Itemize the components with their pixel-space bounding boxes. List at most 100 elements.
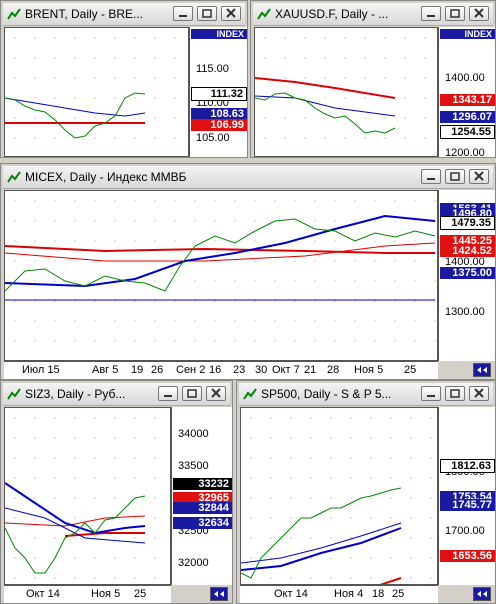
close-button[interactable] <box>469 6 489 21</box>
indicator-lines <box>5 482 146 574</box>
chart-window: MICEX, Daily - Индекс ММВБ 1400.00 1300.00… <box>0 163 496 380</box>
title-bar: SP500, Daily - S & P 5... <box>239 383 493 406</box>
restore-button[interactable] <box>197 6 217 21</box>
price-tag: 32634 <box>173 517 232 529</box>
icon <box>257 8 271 20</box>
price-tag: 33232 <box>173 478 232 490</box>
price-axis: 1400.001300.001563.411496.801479.351445.… <box>438 190 495 361</box>
date-label: Сен 2 <box>176 364 206 376</box>
price-tick: 32000 <box>178 557 209 569</box>
price-tick: 105.00 <box>196 132 230 144</box>
price-tag: 106.99 <box>191 119 247 131</box>
date-label: 30 <box>255 364 268 376</box>
price-tick: 1300.00 <box>445 306 485 318</box>
scroll-button[interactable] <box>210 587 228 601</box>
indicator-lines <box>241 487 402 584</box>
price-tag: 1445.25 <box>440 235 495 247</box>
button-glyph <box>164 395 172 397</box>
button-glyph <box>427 178 435 180</box>
date-label: 21 <box>304 364 317 376</box>
indicator-lines <box>255 77 396 134</box>
line <box>5 515 146 527</box>
price-plot <box>4 27 189 157</box>
indicator-lines <box>5 92 146 139</box>
date-label: 25 <box>404 364 417 376</box>
price-axis: 1800.001700.001812.631753.541745.771653.… <box>438 407 495 585</box>
price-tick: 1400.00 <box>445 256 485 268</box>
line <box>5 92 146 139</box>
price-plot <box>240 407 438 585</box>
date-label: 25 <box>392 588 405 600</box>
price-axis: INDEX 115.00 110.00 105.00 111.32 108.63 106.9… <box>189 27 247 157</box>
date-label: 26 <box>151 364 164 376</box>
scroll-glyph <box>214 591 224 597</box>
date-label: 18 <box>372 588 385 600</box>
line <box>241 527 402 571</box>
close-button[interactable] <box>206 386 226 401</box>
date-label: 28 <box>327 364 340 376</box>
price-tick: 34000 <box>178 428 209 440</box>
price-tag: 1479.35 <box>440 216 495 230</box>
date-axis: Июл 15 Авг 5 19 26 Сен 2 16 23 30 Окт 7 21 28 Ноя 5… <box>4 361 438 379</box>
date-label: 25 <box>134 588 147 600</box>
line <box>5 482 146 535</box>
line <box>241 522 402 564</box>
price-tick: 33500 <box>178 460 209 472</box>
price-tag: 1296.07 <box>440 111 495 123</box>
button-glyph <box>474 388 484 398</box>
price-plot <box>254 27 438 157</box>
close-button[interactable] <box>221 6 241 21</box>
price-tag: 1812.63 <box>440 459 495 473</box>
button-glyph <box>427 395 435 397</box>
price-tag: 1745.77 <box>440 499 495 511</box>
button-glyph <box>179 15 187 17</box>
button-glyph <box>226 8 236 18</box>
price-axis: INDEX1400.001300.001200.001343.171296.07… <box>438 27 495 157</box>
restore-button[interactable] <box>182 386 202 401</box>
button-glyph <box>187 389 197 398</box>
price-tag: 1424.52 <box>440 245 495 257</box>
price-tick: 1700.00 <box>445 525 485 537</box>
date-label: Авг 5 <box>92 364 119 376</box>
restore-button[interactable] <box>445 6 465 21</box>
date-label: Окт 14 <box>274 588 308 600</box>
minimize-button[interactable] <box>173 6 193 21</box>
price-plot <box>4 190 438 361</box>
title-bar: MICEX, Daily - Индекс ММВБ <box>3 166 493 189</box>
line <box>255 77 396 99</box>
price-tag: 111.32 <box>191 87 247 101</box>
date-label: Июл 15 <box>22 364 60 376</box>
button-glyph <box>450 172 460 181</box>
close-button[interactable] <box>469 169 489 184</box>
price-tag: 1254.55 <box>440 125 495 139</box>
date-label: 16 <box>209 364 222 376</box>
date-label: Ноя 4 <box>334 588 364 600</box>
price-tag: 1653.56 <box>440 550 495 562</box>
button-glyph <box>450 389 460 398</box>
chart-window: BRENT, Daily - BRE... INDEX 115.00 110.00 10… <box>0 0 248 158</box>
scroll-button[interactable] <box>473 363 491 377</box>
icon <box>7 8 21 20</box>
date-label: Ноя 5 <box>91 588 121 600</box>
price-tag: 1375.00 <box>440 267 495 279</box>
button-glyph <box>211 388 221 398</box>
date-axis: Окт 14 Ноя 5 25 <box>4 585 171 603</box>
button-glyph <box>474 8 484 18</box>
minimize-button[interactable] <box>158 386 178 401</box>
restore-button[interactable] <box>445 386 465 401</box>
axis-header: INDEX <box>191 29 247 39</box>
minimize-button[interactable] <box>421 386 441 401</box>
indicator-lines <box>5 214 436 301</box>
button-glyph <box>450 9 460 18</box>
date-label: 19 <box>131 364 144 376</box>
line <box>5 97 146 117</box>
close-button[interactable] <box>469 386 489 401</box>
scroll-button[interactable] <box>473 587 491 601</box>
minimize-button[interactable] <box>421 169 441 184</box>
price-plot <box>4 407 171 585</box>
restore-button[interactable] <box>445 169 465 184</box>
scroll-glyph <box>477 591 487 597</box>
chart-icon <box>7 170 21 184</box>
minimize-button[interactable] <box>421 6 441 21</box>
